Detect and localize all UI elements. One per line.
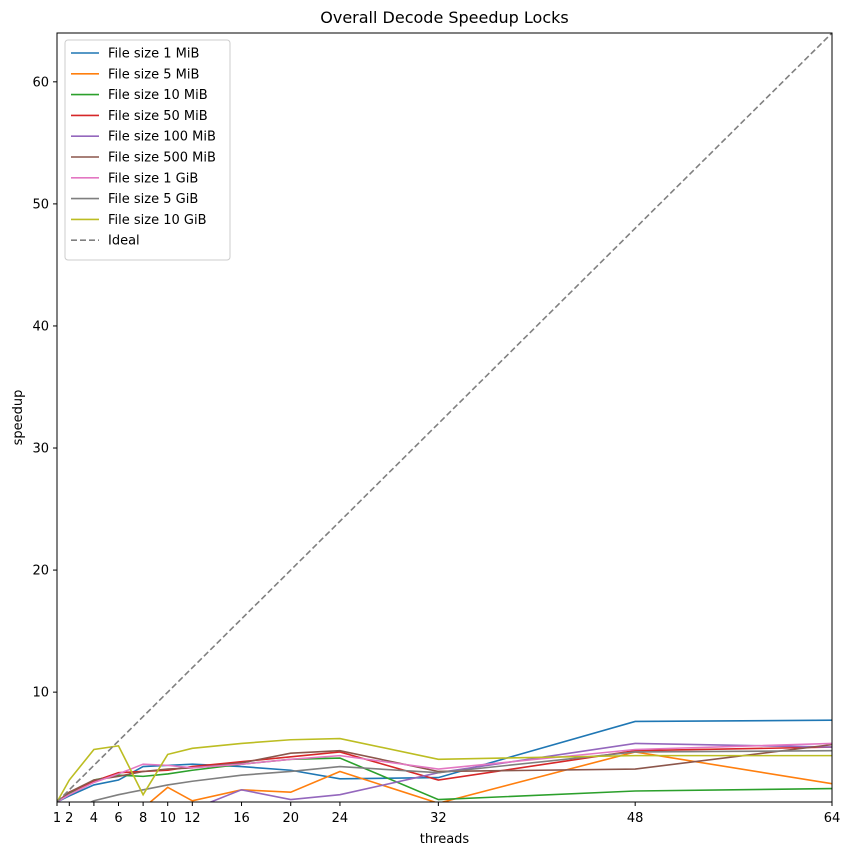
x-tick-label: 2 xyxy=(65,811,73,826)
legend-label-2: File size 10 MiB xyxy=(108,88,208,103)
series-line-6 xyxy=(57,742,832,802)
y-axis-label: speedup xyxy=(11,390,26,446)
series-line-7 xyxy=(89,749,832,802)
plot-frame xyxy=(56,32,833,803)
series-line-9 xyxy=(57,33,832,802)
x-tick-label: 16 xyxy=(233,811,250,826)
legend-label-8: File size 10 GiB xyxy=(108,213,207,228)
x-axis-label: threads xyxy=(420,832,470,847)
legend-label-4: File size 100 MiB xyxy=(108,130,216,145)
legend-label-1: File size 5 MiB xyxy=(108,67,199,82)
legend-box xyxy=(64,39,231,261)
x-tick-label: 10 xyxy=(159,811,176,826)
x-tick-label: 4 xyxy=(90,811,98,826)
x-tick-label: 32 xyxy=(430,811,447,826)
y-tick-label: 10 xyxy=(32,686,49,701)
y-tick-label: 40 xyxy=(32,319,49,334)
y-tick-label: 60 xyxy=(32,75,49,90)
x-tick-label: 12 xyxy=(184,811,201,826)
legend-label-9: Ideal xyxy=(108,234,140,249)
x-tick-label: 1 xyxy=(53,811,61,826)
legend-label-3: File size 50 MiB xyxy=(108,109,208,124)
x-tick-label: 20 xyxy=(282,811,299,826)
legend-label-5: File size 500 MiB xyxy=(108,151,216,166)
series-line-1 xyxy=(149,751,832,802)
y-tick-label: 30 xyxy=(32,442,49,457)
legend-label-0: File size 1 MiB xyxy=(108,47,199,62)
series-line-3 xyxy=(57,746,832,802)
x-tick-label: 48 xyxy=(627,811,644,826)
legend-label-6: File size 1 GiB xyxy=(108,171,198,186)
x-tick-label: 24 xyxy=(332,811,349,826)
x-tick-label: 6 xyxy=(114,811,122,826)
x-tick-label: 64 xyxy=(824,811,841,826)
series-line-0 xyxy=(57,719,832,802)
series-line-8 xyxy=(57,737,832,802)
y-tick-label: 50 xyxy=(32,197,49,212)
x-tick-label: 8 xyxy=(139,811,147,826)
legend-label-7: File size 5 GiB xyxy=(108,192,198,207)
chart-title: Overall Decode Speedup Locks xyxy=(320,8,568,27)
y-tick-label: 20 xyxy=(32,564,49,579)
legend: File size 1 MiB File size 5 MiB File size … xyxy=(64,39,231,261)
